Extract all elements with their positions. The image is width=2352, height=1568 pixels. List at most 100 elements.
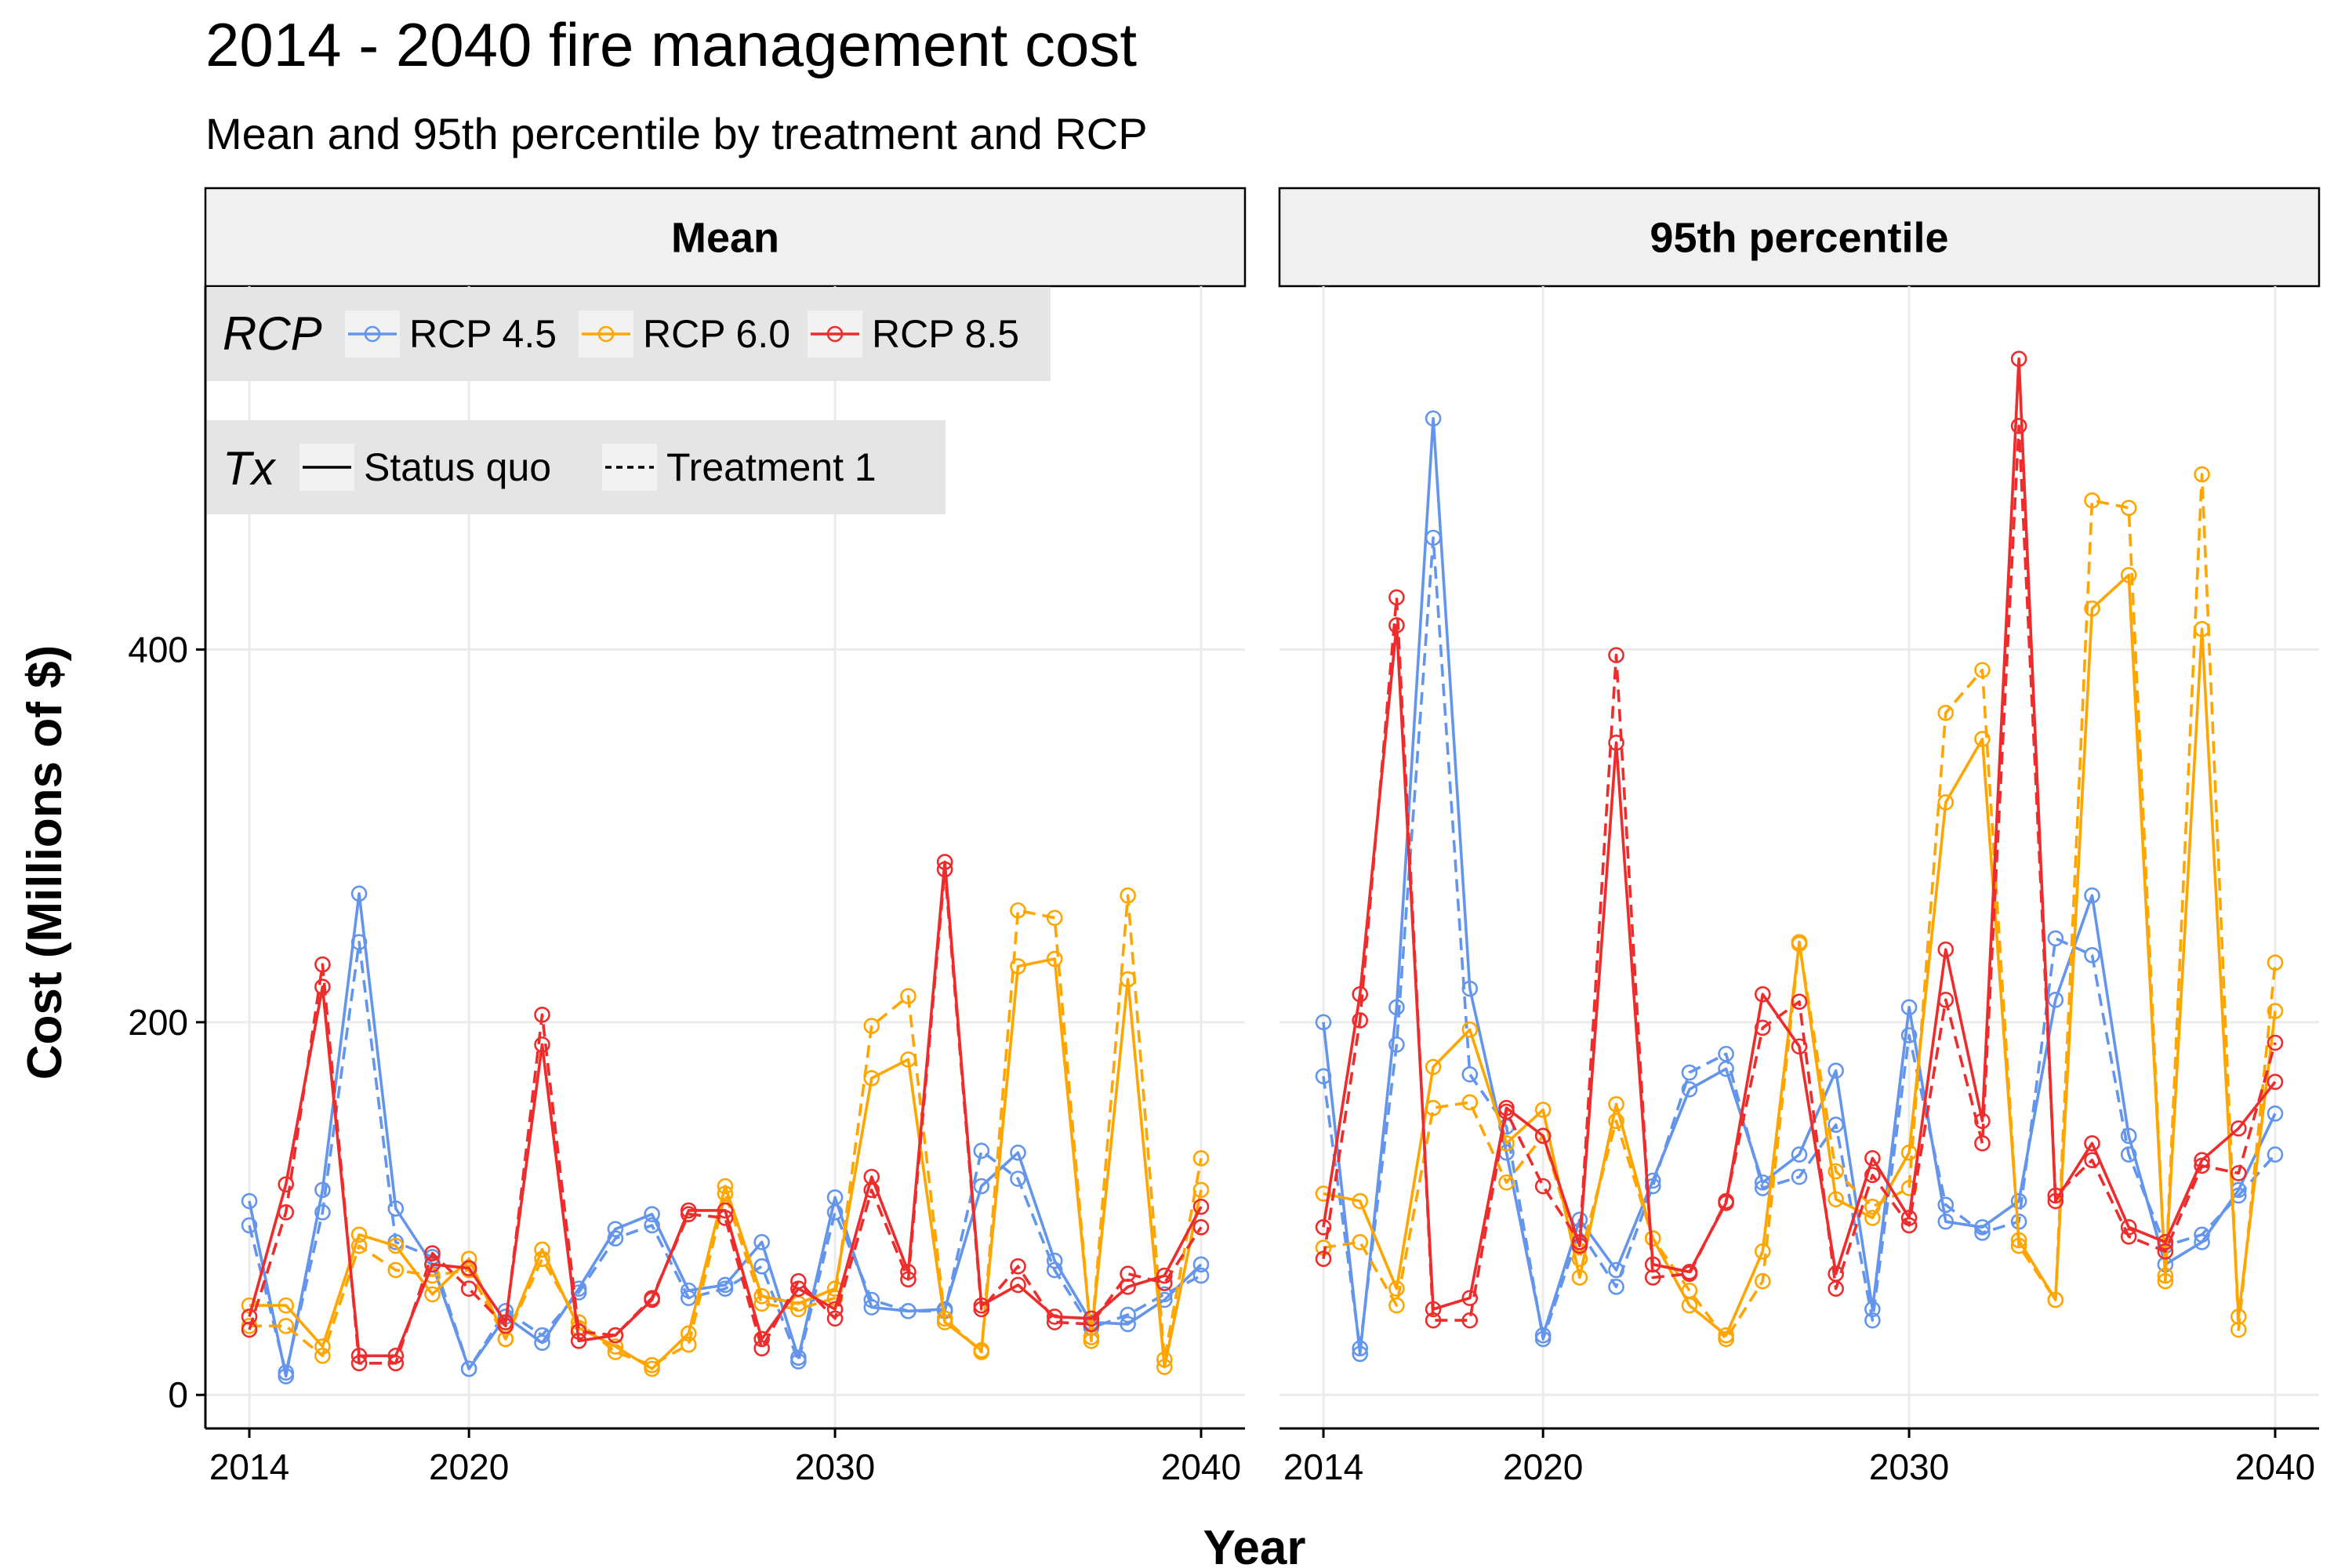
data-point [314,1348,331,1364]
data-point [1315,1219,1332,1236]
data-point [900,1271,916,1288]
data-point [2010,1192,2027,1210]
data-point [1388,999,1405,1016]
data-point [1791,993,1808,1011]
data-point [2010,417,2027,434]
data-point [1461,1312,1479,1329]
data-point [1828,1280,1844,1298]
x-tick-label: 2040 [2235,1446,2315,1487]
data-point [1046,1314,1063,1330]
data-point [534,1250,550,1268]
x-tick-label: 2030 [795,1446,875,1487]
data-point [2084,492,2100,509]
data-point [2157,1243,2174,1260]
y-axis-label: Cost (Millions of $) [18,645,72,1080]
series-line [249,957,1203,1370]
data-point [1755,1243,1771,1260]
data-point [1900,1217,1918,1234]
data-point [2084,1135,2100,1152]
x-tick-label: 2030 [1869,1446,1949,1487]
facet-strip [1278,187,2321,288]
data-point [1352,1012,1369,1029]
data-point [2084,600,2100,617]
data-point [1461,1066,1479,1083]
data-point [1755,1272,1771,1290]
data-point [1120,1265,1136,1283]
legend-label: RCP 6.0 [643,312,790,356]
data-point [1156,1275,1173,1291]
data-point [314,978,331,995]
data-point [1864,1150,1881,1167]
data-point [2194,466,2210,483]
data-point [1192,1256,1210,1273]
data-point [863,1168,880,1185]
data-point [1010,1144,1026,1161]
data-point [1864,1198,1881,1215]
data-point [826,1203,844,1221]
legend-rcp: RCP RCP 4.5 RCP 6.0 RCP 8.5 [207,287,1051,381]
data-point [1083,1316,1100,1333]
data-point [1315,1068,1332,1085]
data-point [2047,930,2064,947]
panel-mean: Mean 2014 2020 2030 2040 0 200 400 [128,187,1247,1487]
legend-key-point [597,325,615,343]
data-point [460,1360,477,1377]
y-tick-label: 0 [168,1374,188,1415]
x-tick-label: 2014 [1283,1446,1363,1487]
data-point [2157,1234,2174,1250]
data-point [644,1217,660,1234]
data-point [607,1230,624,1247]
legend-key-point [364,325,381,343]
data-point [424,1245,441,1261]
data-point [350,1237,368,1254]
data-point [753,1234,770,1250]
legend-title: RCP [223,307,322,360]
data-point [1352,1340,1369,1357]
data-point [497,1330,514,1348]
data-point [1937,992,1955,1008]
data-point [973,1178,990,1195]
legend-label: RCP 8.5 [872,312,1019,356]
data-point [1791,935,1808,953]
data-point [1791,1146,1808,1163]
data-point [2194,1157,2210,1174]
data-point [1900,1027,1918,1044]
data-point [278,1297,295,1314]
chart-subtitle: Mean and 95th percentile by treatment an… [205,109,1148,158]
x-tick-label: 2020 [1503,1446,1583,1487]
data-point [2157,1272,2174,1290]
facet-label: 95th percentile [1650,215,1948,262]
data-point [1010,1276,1026,1294]
data-point [278,1364,295,1381]
data-point [2120,567,2137,583]
series-line [248,940,1202,1374]
data-point [1681,1282,1698,1299]
data-point [1864,1312,1881,1329]
data-point [936,1310,953,1327]
data-point [1644,1269,1661,1286]
data-point [2194,1226,2210,1243]
data-point [826,1310,844,1327]
data-point [570,1323,587,1340]
data-point [1425,529,1442,546]
series-line [1322,357,2277,1311]
data-point [1315,1014,1332,1031]
data-point [1718,1330,1734,1348]
data-point [900,988,916,1004]
data-point [1192,1267,1210,1284]
data-point [534,1036,550,1053]
data-point [1352,985,1369,1003]
y-tick-label: 400 [128,629,188,670]
data-point [570,1332,587,1349]
facet-strip [204,187,1247,288]
data-point [2267,1073,2284,1091]
data-point [753,1340,770,1357]
data-point [314,1203,331,1221]
data-point [2084,1152,2100,1169]
data-point [1192,1198,1210,1215]
series-line [1322,417,2277,1356]
data-point [1083,1310,1100,1327]
data-point [1120,1316,1136,1333]
data-point [2120,1228,2137,1245]
data-point [2010,1237,2027,1254]
